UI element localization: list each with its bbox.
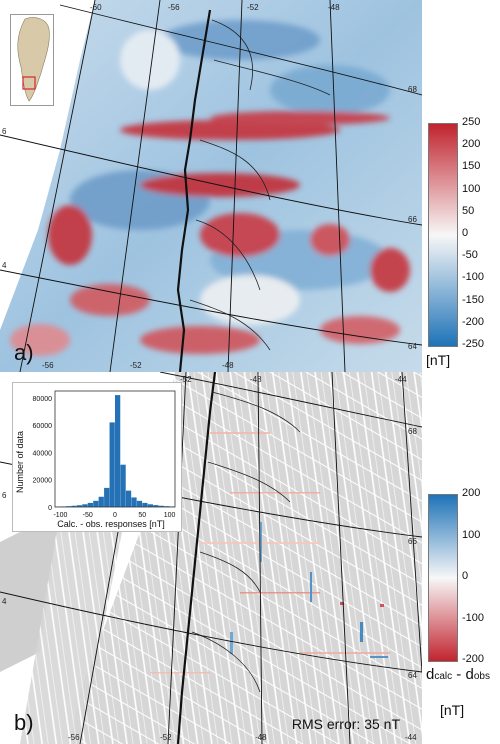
rms-error-label: RMS error: 35 nT [291, 716, 400, 732]
colorbar-title-calc: calc [434, 671, 453, 682]
lon-tick-label: -48 [328, 3, 340, 12]
histogram-bar [76, 505, 83, 507]
colorbar-tick-label: 150 [462, 160, 481, 173]
histogram-ytick-label: 0 [48, 505, 52, 512]
colorbar-tick-label: -200 [462, 315, 485, 328]
lat-tick-label: 64 [408, 342, 417, 351]
histogram-bar [65, 506, 72, 507]
colorbar-title-obs: obs [473, 671, 490, 682]
histogram-bar [120, 464, 126, 507]
anomaly-colorbar: 250 200 150 100 50 0 -50 -100 -150 -200 -250 [nT] [426, 116, 500, 370]
histogram-bar [158, 505, 164, 507]
histogram-bar [82, 504, 88, 507]
colorbar-gradient [428, 494, 458, 662]
residual-map-panel: -48 -44 -52 -56 -52 -48 -44 68 66 64 6 4… [0, 372, 422, 744]
lat-tick-label-left: 6 [2, 127, 7, 136]
lat-tick-label: 66 [408, 537, 417, 546]
histogram-xtick-label: -100 [53, 512, 67, 519]
colorbar-unit: [nT] [426, 352, 451, 368]
histogram-xlabel: Calc. - obs. responses [nT] [57, 519, 165, 529]
colorbar-tick-label: 0 [462, 227, 469, 239]
histogram-bar [125, 490, 132, 507]
histogram-bar [136, 500, 143, 507]
histogram-bar [153, 505, 159, 507]
lat-tick-label-left: 4 [2, 261, 7, 270]
histogram-ylabel: Number of data [15, 431, 25, 493]
lon-tick-label-bottom: -48 [222, 361, 234, 370]
colorbar-tick-label: -150 [462, 293, 485, 306]
magnetic-anomaly-map-panel: -60 -56 -52 -48 -56 -52 -48 68 66 64 6 4… [0, 0, 422, 372]
histogram-xtick-label: -50 [83, 512, 93, 519]
colorbar-title: dcalc - dobs [426, 666, 490, 683]
colorbar-tick-label: 100 [462, 182, 481, 195]
lat-tick-label: 68 [408, 85, 417, 94]
histogram-xtick-label: 100 [164, 512, 176, 519]
histogram-ytick-label: 80000 [33, 396, 53, 403]
histogram-ytick-label: 60000 [33, 423, 53, 430]
colorbar-tick-label: -50 [462, 249, 478, 262]
lat-tick-label: 68 [408, 427, 417, 436]
lat-tick-label-left: 6 [2, 491, 7, 500]
lon-tick-label-top: -52 [180, 375, 192, 384]
lat-tick-label-left: 4 [2, 597, 7, 606]
colorbar-gradient [428, 123, 458, 347]
histogram-bar [142, 502, 148, 507]
residual-colorbar: 200 100 0 -100 -200 dcalc - dobs [nT] [426, 487, 500, 744]
lon-tick-label-bottom: -56 [68, 733, 80, 742]
colorbar-tick-label: 0 [462, 570, 469, 582]
panel-label-a: a) [14, 340, 34, 365]
lat-tick-label: 66 [408, 215, 417, 224]
lon-tick-label-bottom: -52 [130, 361, 142, 370]
lat-tick-label: 64 [408, 671, 417, 680]
lon-tick-label-top: -44 [395, 375, 407, 384]
lon-tick-label-bottom: -44 [405, 733, 417, 742]
colorbar-tick-label: -100 [462, 611, 485, 624]
colorbar-tick-label: -250 [462, 338, 485, 350]
histogram-bar [71, 505, 77, 507]
colorbar-tick-label: 200 [462, 138, 481, 151]
colorbar-title-d: d [426, 666, 435, 683]
histogram-bar [109, 422, 115, 507]
histogram-xtick-label: 50 [138, 512, 146, 519]
lon-tick-label-bottom: -52 [160, 733, 172, 742]
lon-tick-label-top: -48 [250, 375, 262, 384]
colorbar-tick-label: 50 [462, 204, 475, 217]
colorbar-tick-label: -100 [462, 271, 485, 284]
lon-tick-label-bottom: -48 [255, 733, 267, 742]
histogram-bar [147, 504, 153, 507]
lon-tick-label: -56 [168, 3, 180, 12]
histogram-bar [164, 506, 170, 507]
residual-histogram: Number of data Calc. - obs. responses [n… [12, 382, 182, 532]
histogram-bar [87, 502, 93, 507]
lon-tick-label-bottom: -56 [42, 361, 54, 370]
histogram-ytick-label: 40000 [33, 450, 53, 457]
histogram-bar [104, 487, 110, 507]
colorbar-tick-label: 100 [462, 528, 481, 541]
colorbar-tick-label: -200 [462, 653, 485, 665]
histogram-bar [115, 395, 121, 507]
lon-tick-label: -52 [247, 3, 259, 12]
colorbar-tick-label: 200 [462, 487, 481, 499]
panel-label-b: b) [14, 710, 34, 735]
greenland-locator-inset [10, 14, 54, 106]
histogram-bar [93, 500, 99, 507]
colorbar-tick-label: 250 [462, 116, 481, 128]
histogram-bar [98, 496, 104, 507]
lon-tick-label: -60 [90, 3, 102, 12]
histogram-bar [131, 497, 137, 507]
histogram-xtick-label: 0 [113, 512, 117, 519]
colorbar-title-sep: - d [452, 666, 474, 683]
study-area-box [22, 76, 36, 90]
histogram-ytick-label: 20000 [33, 478, 53, 485]
magnetic-anomaly-map: -60 -56 -52 -48 -56 -52 -48 68 66 64 6 4 [0, 0, 422, 372]
colorbar-unit: [nT] [440, 702, 465, 718]
